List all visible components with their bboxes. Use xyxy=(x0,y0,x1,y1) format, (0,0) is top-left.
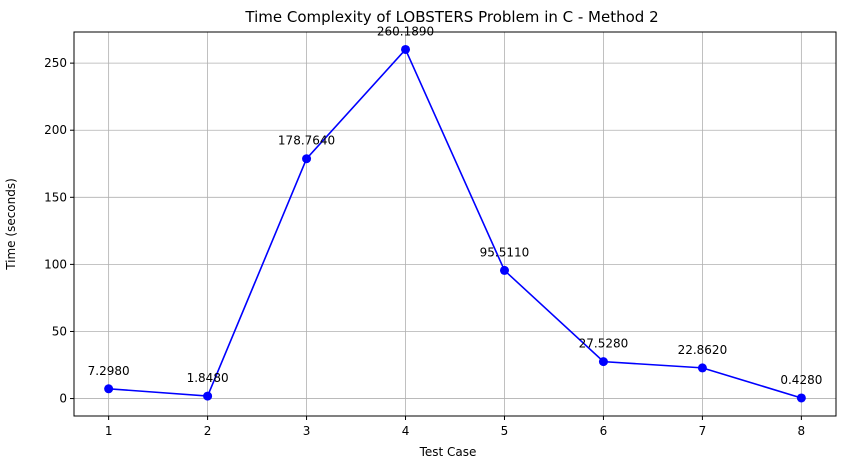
data-label: 0.4280 xyxy=(780,373,822,387)
data-point xyxy=(302,154,312,164)
data-point xyxy=(203,391,213,401)
x-tick-label: 7 xyxy=(699,424,707,438)
x-tick-label: 5 xyxy=(501,424,509,438)
plot-frame xyxy=(73,31,837,417)
data-label: 22.8620 xyxy=(678,343,728,357)
data-point xyxy=(796,393,806,403)
x-axis: 1 2 3 4 5 6 7 8 xyxy=(105,416,805,438)
y-tick-label: 50 xyxy=(52,324,67,338)
data-point xyxy=(697,363,707,373)
data-labels: 7.2980 1.8480 178.7640 260.1890 95.5110 27.52… xyxy=(88,24,823,387)
x-tick-label: 8 xyxy=(798,424,806,438)
y-axis: 0 50 100 150 200 250 xyxy=(44,56,74,406)
y-tick-label: 150 xyxy=(44,190,67,204)
x-tick-label: 1 xyxy=(105,424,113,438)
data-point xyxy=(499,265,509,275)
y-tick-label: 0 xyxy=(59,392,67,406)
series xyxy=(104,44,806,403)
x-tick-label: 3 xyxy=(303,424,311,438)
data-label: 1.8480 xyxy=(187,371,229,385)
x-tick-label: 4 xyxy=(402,424,410,438)
y-axis-label: Time (seconds) xyxy=(4,178,18,271)
data-point xyxy=(104,384,114,394)
y-tick-label: 200 xyxy=(44,123,67,137)
data-label: 7.2980 xyxy=(88,364,130,378)
data-label: 27.5280 xyxy=(579,337,629,351)
data-label: 260.1890 xyxy=(377,24,434,38)
data-label: 178.7640 xyxy=(278,134,335,148)
x-tick-label: 2 xyxy=(204,424,212,438)
y-tick-label: 250 xyxy=(44,56,67,70)
grid xyxy=(74,32,836,416)
data-label: 95.5110 xyxy=(480,245,530,259)
chart-title: Time Complexity of LOBSTERS Problem in C… xyxy=(244,8,658,26)
data-point xyxy=(598,357,608,367)
data-point xyxy=(401,44,411,54)
x-tick-label: 6 xyxy=(600,424,608,438)
y-tick-label: 100 xyxy=(44,257,67,271)
series-line xyxy=(108,48,802,399)
x-axis-label: Test Case xyxy=(419,445,477,457)
